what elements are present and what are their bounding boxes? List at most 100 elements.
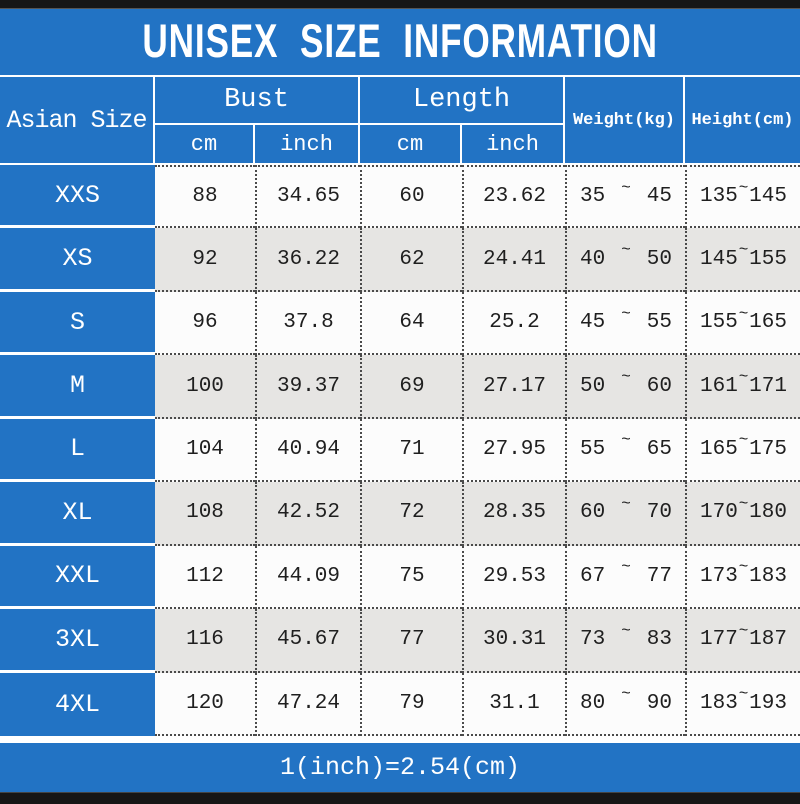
length-inch-cell: 25.2 [462, 291, 565, 356]
size-cell: M [0, 355, 155, 419]
height-range-cell: 183 ~ 193 [685, 672, 800, 736]
header-weight: Weight(kg) [565, 77, 685, 163]
bust-cm-cell: 112 [155, 545, 255, 610]
weight-range-cell: 50 ~ 60 [565, 355, 685, 419]
height-range-cell: 170 ~ 180 [685, 482, 800, 546]
length-cm-cell: 75 [360, 545, 462, 610]
bust-cm-cell: 100 [155, 355, 255, 419]
height-max: 175 [749, 437, 787, 461]
bust-inch-cell: 37.8 [255, 291, 360, 356]
bust-inch-cell: 34.65 [255, 165, 360, 229]
height-min: 165 [700, 437, 738, 461]
range-tilde: ~ [621, 368, 631, 387]
weight-max: 65 [646, 437, 672, 461]
length-inch-cell: 27.17 [462, 355, 565, 419]
bust-cm-cell: 88 [155, 165, 255, 229]
height-min: 170 [700, 501, 738, 525]
size-table-body: XXS 88 34.65 60 23.62 35 ~ 45 135 ~ 145 … [0, 165, 800, 736]
weight-max: 55 [646, 311, 672, 335]
length-cm-cell: 69 [360, 355, 462, 419]
height-max: 183 [749, 564, 787, 588]
height-min: 155 [700, 311, 738, 335]
header-bust: Bust [155, 77, 360, 125]
height-range-cell: 155 ~ 165 [685, 291, 800, 356]
height-min: 173 [700, 564, 738, 588]
weight-max: 83 [646, 628, 672, 652]
height-max: 187 [749, 628, 787, 652]
range-tilde: ~ [621, 621, 631, 640]
range-tilde: ~ [738, 621, 749, 640]
conversion-note: 1(inch)=2.54(cm) [279, 752, 521, 782]
weight-max: 60 [646, 374, 672, 398]
header-bust-inch: inch [255, 125, 360, 163]
bust-cm-cell: 92 [155, 228, 255, 292]
height-max: 180 [749, 501, 787, 525]
length-inch-cell: 29.53 [462, 545, 565, 610]
weight-range-cell: 80 ~ 90 [565, 672, 685, 736]
weight-min: 80 [580, 691, 606, 715]
weight-range-cell: 40 ~ 50 [565, 228, 685, 292]
weight-min: 35 [580, 185, 606, 209]
bust-inch-cell: 45.67 [255, 609, 360, 673]
table-footer-gap [0, 735, 800, 743]
weight-min: 55 [580, 437, 606, 461]
weight-min: 60 [580, 501, 606, 525]
height-range-cell: 135 ~ 145 [685, 165, 800, 229]
height-max: 165 [749, 311, 787, 335]
bust-inch-cell: 42.52 [255, 482, 360, 546]
weight-min: 67 [580, 564, 606, 588]
length-cm-cell: 72 [360, 482, 462, 546]
range-tilde: ~ [621, 178, 631, 197]
header-bust-cm: cm [155, 125, 255, 163]
weight-min: 50 [580, 374, 606, 398]
height-range-cell: 161 ~ 171 [685, 355, 800, 419]
bust-cm-cell: 108 [155, 482, 255, 546]
range-tilde: ~ [738, 304, 749, 323]
length-cm-cell: 64 [360, 291, 462, 356]
table-header: Asian Size Bust Length Weight(kg) Height… [0, 75, 800, 165]
range-tilde: ~ [621, 685, 631, 704]
weight-max: 77 [646, 564, 672, 588]
length-cm-cell: 62 [360, 228, 462, 292]
footer-band: 1(inch)=2.54(cm) [0, 742, 800, 792]
weight-min: 73 [580, 628, 606, 652]
height-max: 193 [749, 691, 787, 715]
header-length-cm: cm [360, 125, 462, 163]
range-tilde: ~ [621, 304, 631, 323]
bust-inch-cell: 40.94 [255, 418, 360, 483]
bust-cm-cell: 104 [155, 418, 255, 483]
range-tilde: ~ [738, 685, 749, 704]
height-min: 183 [700, 691, 738, 715]
weight-range-cell: 60 ~ 70 [565, 482, 685, 546]
size-cell: 4XL [0, 672, 155, 736]
bust-inch-cell: 39.37 [255, 355, 360, 419]
weight-max: 70 [646, 501, 672, 525]
range-tilde: ~ [738, 178, 749, 197]
range-tilde: ~ [621, 431, 631, 450]
range-tilde: ~ [738, 494, 749, 513]
weight-min: 45 [580, 311, 606, 335]
range-tilde: ~ [621, 241, 631, 260]
page-title: UNISEX SIZE INFORMATION [142, 14, 658, 68]
bottom-black-bar [0, 791, 800, 804]
height-range-cell: 177 ~ 187 [685, 609, 800, 673]
weight-max: 50 [646, 247, 672, 271]
weight-min: 40 [580, 247, 606, 271]
length-cm-cell: 77 [360, 609, 462, 673]
size-cell: XS [0, 228, 155, 292]
top-black-bar [0, 0, 800, 9]
length-inch-cell: 24.41 [462, 228, 565, 292]
range-tilde: ~ [738, 368, 749, 387]
range-tilde: ~ [738, 558, 749, 577]
length-inch-cell: 23.62 [462, 165, 565, 229]
length-inch-cell: 27.95 [462, 418, 565, 483]
header-length: Length [360, 77, 565, 125]
bust-cm-cell: 96 [155, 291, 255, 356]
range-tilde: ~ [738, 241, 749, 260]
bust-inch-cell: 47.24 [255, 672, 360, 736]
bust-inch-cell: 36.22 [255, 228, 360, 292]
bust-cm-cell: 116 [155, 609, 255, 673]
weight-range-cell: 35 ~ 45 [565, 165, 685, 229]
size-cell: 3XL [0, 609, 155, 673]
range-tilde: ~ [621, 494, 631, 513]
